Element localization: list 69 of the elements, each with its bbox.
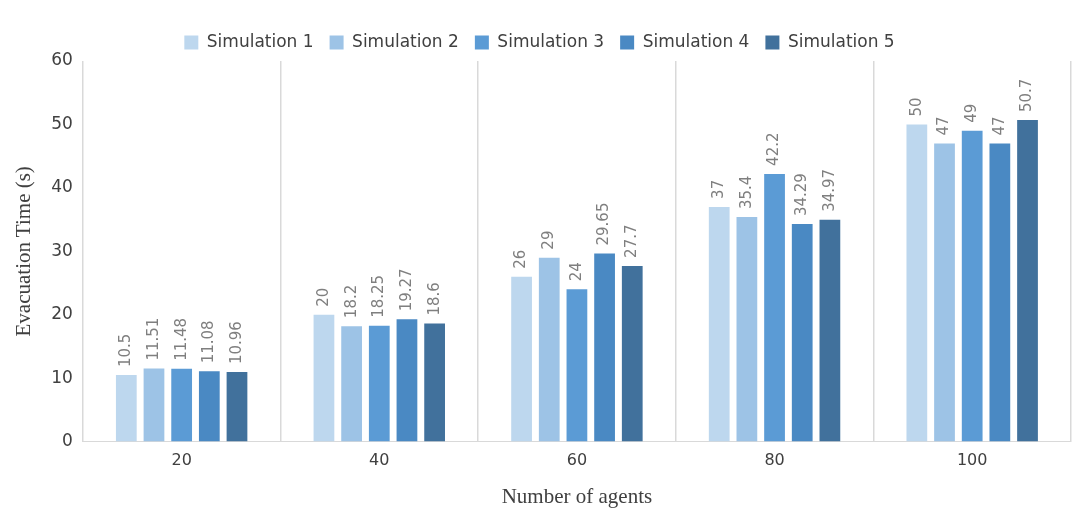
data-label: 24 [566,262,585,282]
bar [989,143,1011,442]
bar [368,325,390,442]
bar [396,319,418,442]
bar [934,143,955,442]
data-label: 11.48 [171,317,190,361]
data-label: 26 [511,249,530,269]
data-label: 29.65 [594,202,613,246]
y-tick-label: 60 [51,49,73,70]
data-label: 47 [989,116,1008,136]
data-label: 27.7 [622,224,641,258]
x-tick-label: 80 [764,450,785,470]
data-label: 10.96 [226,321,245,365]
bar [341,326,362,442]
x-tick-label: 20 [171,450,192,470]
y-tick-label: 30 [51,239,73,260]
legend-label: Simulation 5 [787,30,895,51]
bar [115,375,137,442]
y-tick-label: 40 [51,176,73,197]
legend-label: Simulation 4 [642,30,750,51]
bar [226,372,248,442]
data-label: 37 [709,179,728,199]
bar [538,257,560,442]
data-label: 47 [934,116,953,136]
x-axis-title: Number of agents [501,483,653,508]
y-tick-label: 0 [62,430,73,451]
y-axis-title: Evacuation Time (s) [11,166,36,337]
data-label: 34.29 [792,173,811,217]
bar [511,276,532,442]
bar [621,265,643,442]
data-label: 50 [906,97,925,117]
data-label: 18.2 [341,284,360,319]
bar [313,314,335,442]
y-tick-label: 10 [51,366,73,387]
bar [566,289,588,442]
data-label: 18.6 [424,282,443,316]
legend-label: Simulation 3 [497,30,605,51]
data-label: 42.2 [764,132,783,166]
bar [906,124,928,442]
data-label: 11.08 [199,320,218,364]
bar [1017,119,1038,442]
data-label: 50.7 [1017,78,1036,112]
x-tick-label: 60 [566,450,588,470]
legend-label: Simulation 2 [352,30,459,51]
bar [594,253,615,442]
bar [791,224,813,442]
bar [764,173,785,442]
x-tick-label: 100 [956,450,988,470]
bar [424,323,445,442]
data-label: 19.27 [396,268,415,312]
y-tick-label: 50 [51,112,73,133]
data-label: 49 [962,103,981,123]
data-label: 34.97 [819,168,838,212]
y-tick-label: 20 [51,303,73,324]
data-label: 10.5 [116,333,135,367]
data-label: 11.51 [143,317,162,361]
x-tick-label: 40 [369,450,390,470]
bar [819,219,841,442]
data-label: 35.4 [736,175,755,210]
bar [736,217,758,442]
bar [198,371,220,442]
data-label: 20 [313,287,332,307]
data-label: 29 [539,230,558,250]
bar [171,368,193,442]
bar [961,130,983,442]
bar [708,206,730,442]
legend-label: Simulation 1 [206,30,314,51]
bar [143,368,165,442]
data-label: 18.25 [369,274,388,318]
